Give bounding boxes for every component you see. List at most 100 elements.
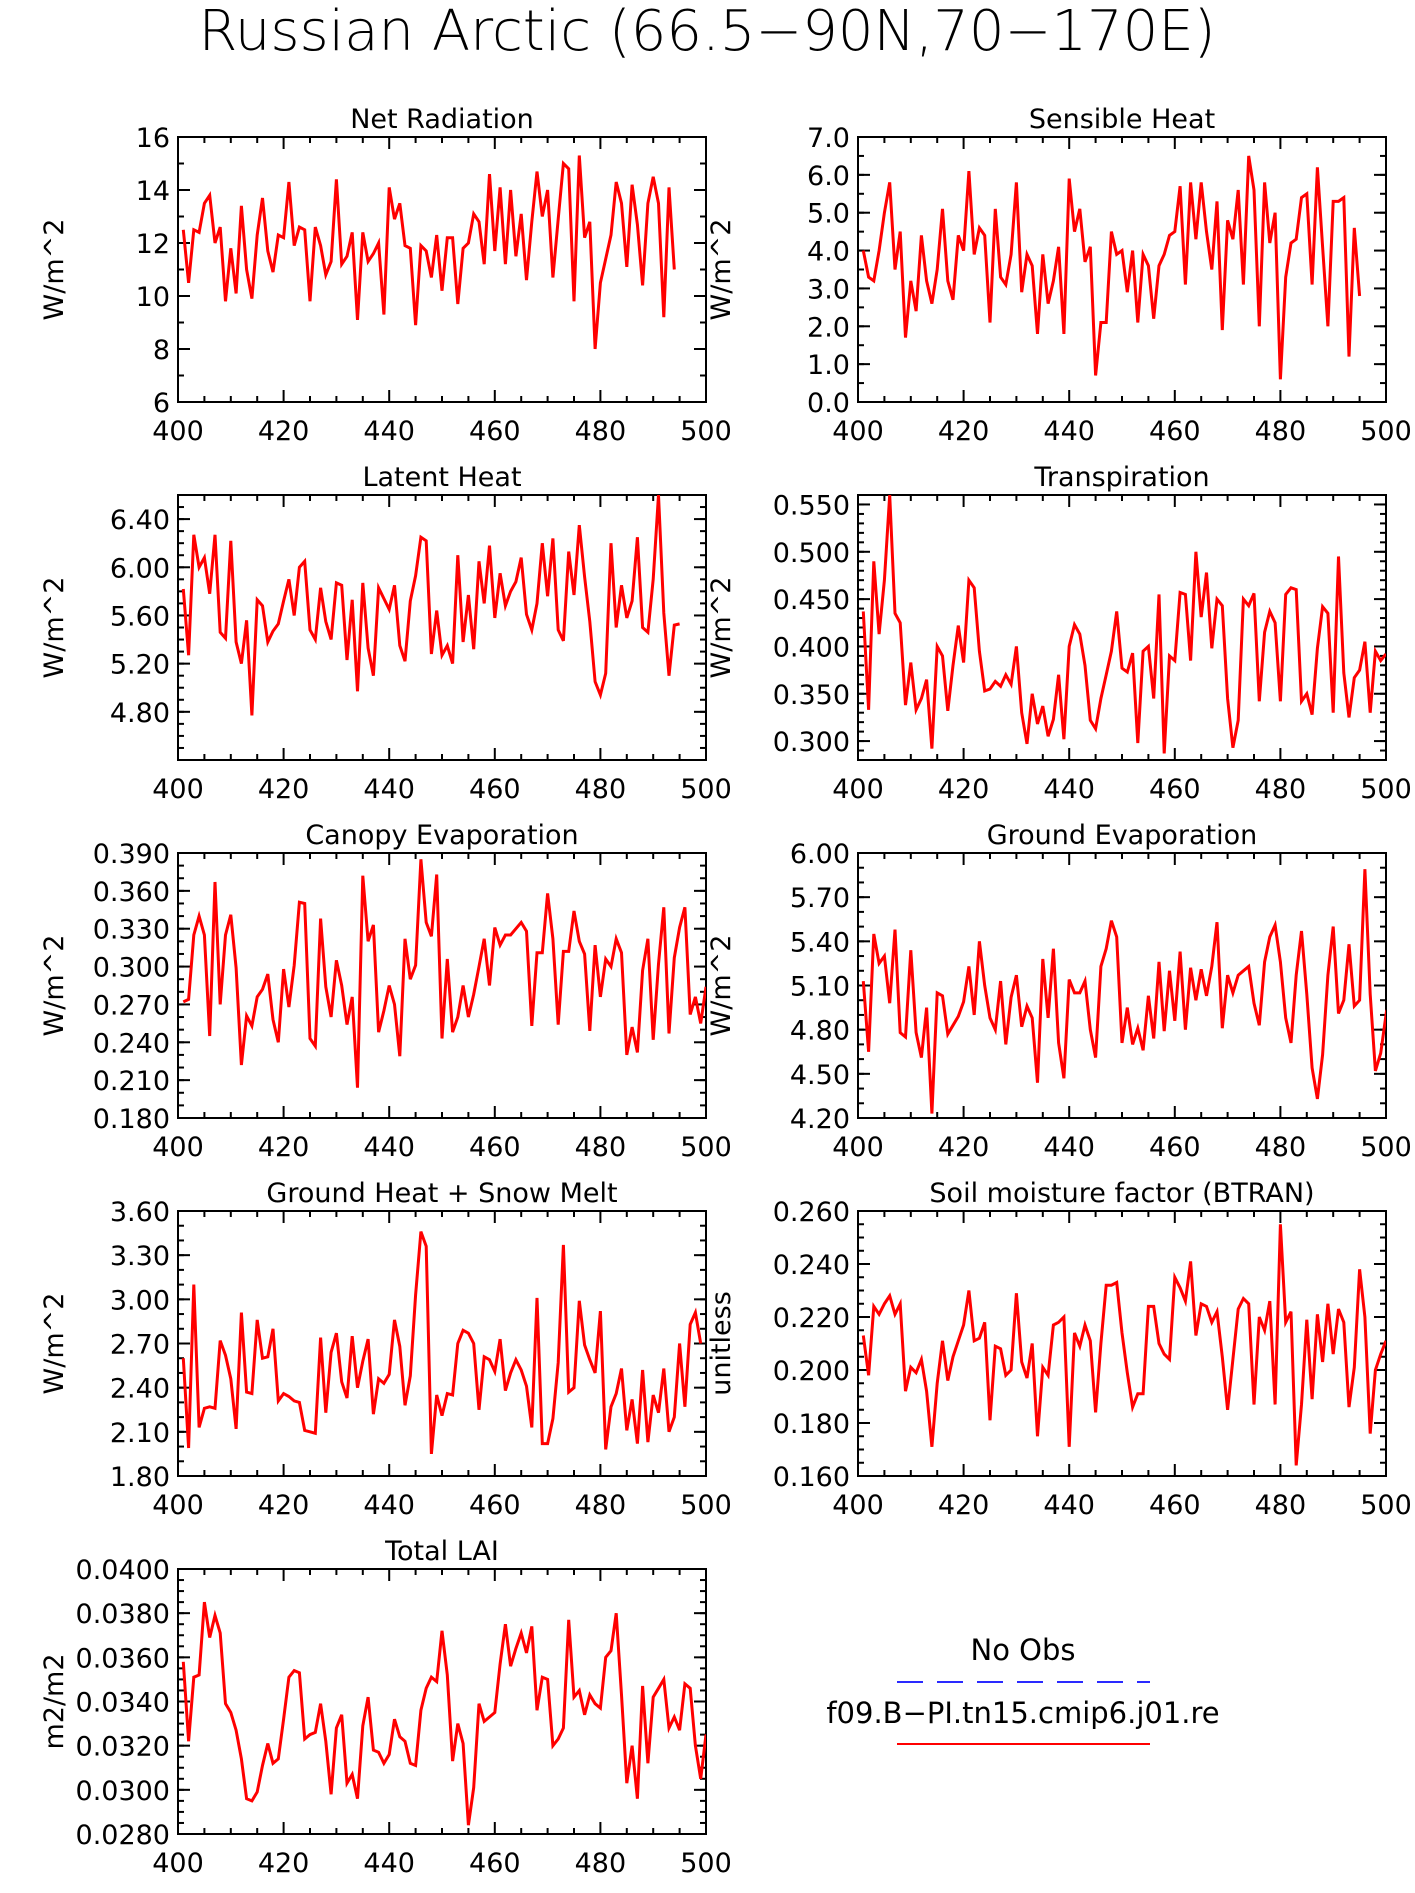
plot-frame	[177, 136, 707, 403]
y-tick-label: 1.0	[807, 350, 850, 381]
y-tick-label: 0.0	[807, 388, 850, 419]
x-tick-label: 460	[1149, 1132, 1201, 1163]
y-tick-label: 0.360	[93, 877, 170, 908]
y-tick-label: 12	[136, 229, 170, 260]
x-tick-label: 440	[1043, 774, 1095, 805]
y-axis-label: W/m^2	[706, 935, 737, 1037]
plot-frame	[177, 1210, 707, 1477]
x-tick-label: 420	[938, 1132, 990, 1163]
panel-net-radiation: Net Radiation 400 420 440 460 480 500 6 8 10 12 14 1…	[39, 104, 732, 447]
y-tick-label: 0.180	[93, 1104, 170, 1135]
x-tick-label: 480	[575, 1132, 627, 1163]
x-tick-label: 480	[575, 774, 627, 805]
y-tick-label: 2.70	[110, 1330, 170, 1361]
y-tick-label: 5.20	[110, 650, 170, 681]
x-tick-label: 480	[575, 1848, 627, 1879]
x-tick-label: 500	[1360, 774, 1412, 805]
y-tick-label: 14	[136, 176, 170, 207]
x-tick-label: 500	[1360, 416, 1412, 447]
x-tick-label: 460	[1149, 1490, 1201, 1521]
series-line-transpiration	[861, 495, 1386, 754]
y-axis-label: m2/m2	[39, 1653, 70, 1749]
panel-sensible-heat: Sensible Heat 400 420 440 460 480 500 0.0 1.0 2.0…	[706, 104, 1412, 447]
panel-title: Canopy Evaporation	[305, 820, 578, 851]
y-tick-label: 0.160	[773, 1462, 850, 1493]
x-tick-label: 460	[1149, 416, 1201, 447]
x-tick-label: 460	[1149, 774, 1201, 805]
y-tick-label: 8	[153, 335, 170, 366]
y-tick-label: 0.330	[93, 915, 170, 946]
y-tick-label: 6	[153, 388, 170, 419]
y-tick-label: 3.00	[110, 1285, 170, 1316]
y-tick-label: 0.240	[773, 1250, 850, 1281]
y-tick-label: 0.210	[93, 1066, 170, 1097]
panel-title: Ground Evaporation	[987, 820, 1258, 851]
x-tick-label: 440	[1043, 416, 1095, 447]
x-tick-label: 480	[575, 416, 627, 447]
x-tick-label: 440	[1043, 1490, 1095, 1521]
y-tick-label: 0.0380	[76, 1599, 170, 1630]
series-line-latent-heat	[181, 495, 680, 716]
x-tick-label: 500	[680, 1490, 732, 1521]
panel-title: Latent Heat	[362, 462, 521, 493]
y-axis-label: unitless	[706, 1291, 737, 1396]
panel-title: Soil moisture factor (BTRAN)	[929, 1178, 1314, 1209]
y-tick-label: 4.50	[790, 1060, 850, 1091]
x-tick-label: 460	[469, 1848, 521, 1879]
y-tick-label: 5.10	[790, 972, 850, 1003]
y-tick-label: 3.0	[807, 274, 850, 305]
y-tick-label: 5.0	[807, 199, 850, 230]
y-tick-label: 0.550	[773, 490, 850, 521]
y-axis-label: W/m^2	[39, 219, 70, 321]
x-tick-label: 440	[363, 1132, 415, 1163]
y-tick-label: 0.390	[93, 839, 170, 870]
x-tick-label: 440	[363, 1490, 415, 1521]
x-tick-label: 500	[680, 1848, 732, 1879]
panel-soil-moisture-factor-btran: Soil moisture factor (BTRAN) 400 420 440 460…	[706, 1178, 1412, 1521]
series-line-ground-evaporation	[861, 869, 1386, 1114]
y-tick-label: 10	[136, 282, 170, 313]
legend-obs-label: No Obs	[971, 1633, 1076, 1667]
y-tick-label: 5.60	[110, 601, 170, 632]
x-tick-label: 480	[1255, 1490, 1307, 1521]
x-tick-label: 460	[469, 1132, 521, 1163]
y-tick-label: 6.0	[807, 161, 850, 192]
panel-title: Total LAI	[384, 1536, 499, 1567]
panel-ground-evaporation: Ground Evaporation 400 420 440 460 480 500 4.20…	[706, 820, 1412, 1163]
y-tick-label: 2.10	[110, 1418, 170, 1449]
y-tick-label: 0.0360	[76, 1643, 170, 1674]
panel-canopy-evaporation: Canopy Evaporation 400 420 440 460 480 500 0.18…	[39, 820, 732, 1163]
y-tick-label: 3.30	[110, 1241, 170, 1272]
x-tick-label: 400	[152, 774, 204, 805]
x-tick-label: 460	[469, 416, 521, 447]
y-axis-label: W/m^2	[706, 577, 737, 679]
y-tick-label: 0.240	[93, 1028, 170, 1059]
series-line-soil-moisture-factor-btran	[861, 1224, 1386, 1466]
y-tick-label: 1.80	[110, 1462, 170, 1493]
y-axis-label: W/m^2	[39, 1293, 70, 1395]
y-tick-label: 6.00	[790, 839, 850, 870]
panel-title: Sensible Heat	[1029, 104, 1215, 135]
x-tick-label: 400	[152, 1490, 204, 1521]
panel-total-lai: Total LAI 400 420 440 460 480 500 0.0280 0.0300 0…	[39, 1536, 732, 1879]
x-tick-label: 480	[1255, 416, 1307, 447]
y-tick-label: 4.20	[790, 1104, 850, 1135]
panel-latent-heat: Latent Heat 400 420 440 460 480 500 4.80 5.20 5.6…	[39, 462, 732, 805]
x-tick-label: 400	[832, 416, 884, 447]
x-tick-label: 420	[258, 416, 310, 447]
panel-title: Transpiration	[1033, 462, 1209, 493]
x-tick-label: 440	[363, 1848, 415, 1879]
x-tick-label: 460	[469, 1490, 521, 1521]
y-tick-label: 0.300	[773, 727, 850, 758]
x-tick-label: 400	[832, 774, 884, 805]
legend-model-label: f09.B−PI.tn15.cmip6.j01.re	[826, 1696, 1219, 1730]
y-axis-label: W/m^2	[706, 219, 737, 321]
y-tick-label: 4.80	[790, 1016, 850, 1047]
x-tick-label: 440	[363, 774, 415, 805]
y-tick-label: 0.350	[773, 680, 850, 711]
figure-title: Russian Arctic (66.5−90N,70−170E)	[198, 0, 1215, 64]
x-tick-label: 500	[1360, 1490, 1412, 1521]
x-tick-label: 480	[575, 1490, 627, 1521]
series-line-net-radiation	[181, 155, 676, 350]
